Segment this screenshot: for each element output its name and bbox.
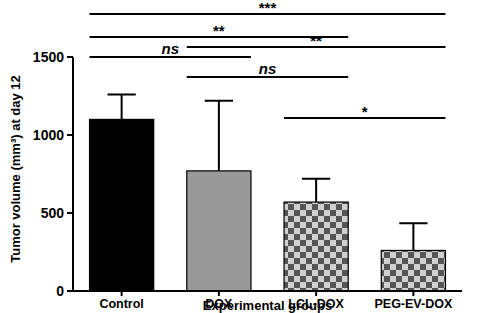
x-tick — [412, 291, 414, 296]
significance-label: ns — [259, 60, 277, 77]
significance-label: * — [362, 103, 368, 120]
error-bar — [108, 94, 136, 119]
y-tick — [67, 134, 73, 136]
error-bar — [399, 223, 427, 250]
y-axis-label: Tumor volume (mm³) at day 12 — [8, 75, 23, 263]
y-tick-label: 0 — [56, 283, 64, 299]
x-tick — [315, 291, 317, 296]
significance-label: ** — [213, 22, 225, 39]
y-tick — [67, 290, 73, 292]
significance-label: ns — [161, 40, 179, 57]
bar — [284, 202, 348, 291]
error-bar — [205, 101, 233, 171]
x-tick-label: Control — [99, 297, 143, 311]
x-axis-label: Experimental groups — [203, 298, 332, 313]
bar — [90, 119, 154, 291]
bar — [381, 250, 445, 291]
y-tick — [67, 212, 73, 214]
y-tick-label: 1500 — [33, 49, 64, 65]
chart: 050010001500ControlDOXLCL-DOXPEG-EV-DOXE… — [0, 0, 500, 313]
significance-label: *** — [259, 0, 277, 16]
error-bar — [302, 179, 330, 202]
x-tick-label: PEG-EV-DOX — [374, 297, 452, 311]
x-axis — [73, 290, 462, 292]
x-tick — [121, 291, 123, 296]
y-tick — [67, 56, 73, 58]
significance-label: ** — [310, 32, 322, 49]
y-tick-label: 1000 — [33, 127, 64, 143]
bar — [187, 171, 251, 291]
y-axis — [72, 57, 74, 291]
y-tick-label: 500 — [41, 205, 65, 221]
x-tick — [218, 291, 220, 296]
